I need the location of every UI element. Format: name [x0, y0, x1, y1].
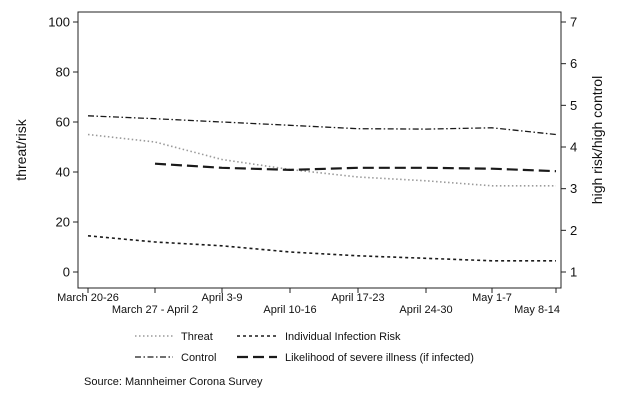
legend-label-severe-illness: Likelihood of severe illness (if infecte… [285, 352, 474, 364]
y2-tick-label: 4 [570, 140, 577, 155]
series-line-likelihood-of-severe-illness-if-infected [154, 162, 557, 173]
y-tick-label: 80 [56, 65, 70, 80]
y2-axis-ticks: 1 2 3 4 5 6 7 [561, 15, 577, 280]
x-tick-label: May 8-14 [514, 304, 560, 316]
y2-tick-label: 7 [570, 15, 577, 30]
y-axis-ticks: 0 20 40 60 80 100 [48, 15, 78, 280]
legend-label-infection-risk: Individual Infection Risk [285, 331, 401, 343]
source-note: Source: Mannheimer Corona Survey [84, 376, 263, 388]
series-line-individual-infection-risk [87, 235, 556, 262]
series-layer [87, 115, 557, 262]
y-tick-label: 100 [48, 15, 70, 30]
legend: Threat Individual Infection Risk Control… [135, 331, 474, 364]
y-tick-label: 0 [63, 265, 70, 280]
x-tick-label: April 17-23 [331, 292, 384, 304]
x-tick-label: April 10-16 [263, 304, 316, 316]
series-line-threat [87, 133, 556, 187]
legend-label-threat: Threat [181, 331, 213, 343]
y2-tick-label: 6 [570, 56, 577, 71]
x-tick-label: March 27 - April 2 [112, 304, 198, 316]
plot-frame [77, 11, 562, 289]
y-tick-label: 20 [56, 215, 70, 230]
y-tick-label: 60 [56, 115, 70, 130]
y-axis-title: threat/risk [13, 118, 29, 180]
x-tick-label: May 1-7 [472, 292, 512, 304]
legend-label-control: Control [181, 352, 216, 364]
y2-tick-label: 3 [570, 181, 577, 196]
y-tick-label: 40 [56, 165, 70, 180]
series-line-control [87, 115, 557, 136]
x-tick-label: April 3-9 [202, 292, 243, 304]
y2-tick-label: 2 [570, 223, 577, 238]
x-tick-label: March 20-26 [57, 292, 119, 304]
x-tick-label: April 24-30 [399, 304, 452, 316]
y2-tick-label: 1 [570, 265, 577, 280]
y2-tick-label: 5 [570, 98, 577, 113]
y2-axis-title: high risk/high control [589, 76, 605, 204]
